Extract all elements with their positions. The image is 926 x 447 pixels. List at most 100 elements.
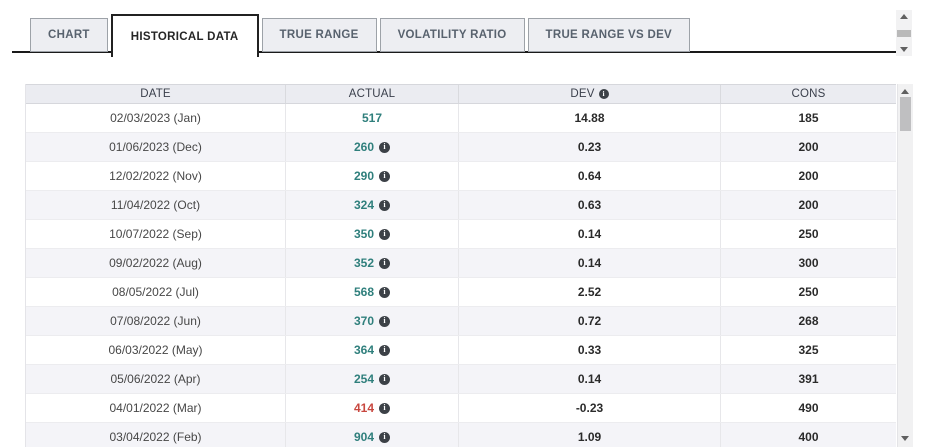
- dev-cell: -0.23: [459, 394, 721, 422]
- date-cell: 11/04/2022 (Oct): [26, 191, 286, 219]
- table-row: 01/06/2023 (Dec) 260 i 0.23 200: [26, 133, 896, 162]
- info-icon[interactable]: i: [379, 199, 391, 211]
- table-row: 11/04/2022 (Oct) 324 i 0.63 200: [26, 191, 896, 220]
- actual-cell: 350 i: [286, 220, 459, 248]
- cons-cell: 391: [798, 372, 819, 386]
- dev-cell: 0.63: [459, 191, 721, 219]
- actual-value: 350: [353, 227, 375, 241]
- actual-cell: 290 i: [286, 162, 459, 190]
- table-row: 12/02/2022 (Nov) 290 i 0.64 200: [26, 162, 896, 191]
- historical-data-table: DATE ACTUAL DEV i CONS 02/03/2023 (Jan) 517 …: [25, 84, 913, 447]
- date-cell: 01/06/2023 (Dec): [26, 133, 286, 161]
- table-scroll-up-icon[interactable]: [901, 89, 909, 94]
- table-row: 03/04/2022 (Feb) 904 i 1.09 400: [26, 423, 896, 447]
- tab-chart[interactable]: CHART: [30, 18, 108, 52]
- actual-cell: 324 i: [286, 191, 459, 219]
- scroll-up-icon[interactable]: [900, 14, 908, 19]
- actual-value: 260: [353, 140, 375, 154]
- table-scrollbar-thumb[interactable]: [900, 97, 911, 131]
- dev-cell: 0.14: [459, 249, 721, 277]
- date-cell: 02/03/2023 (Jan): [26, 104, 286, 132]
- date-cell: 03/04/2022 (Feb): [26, 423, 286, 447]
- table-row: 07/08/2022 (Jun) 370 i 0.72 268: [26, 307, 896, 336]
- info-icon[interactable]: i: [379, 228, 391, 240]
- actual-cell: 517: [286, 104, 459, 132]
- page-scrollbar-thumb[interactable]: [897, 29, 911, 37]
- actual-cell: 568 i: [286, 278, 459, 306]
- actual-cell: 260 i: [286, 133, 459, 161]
- actual-value: 254: [353, 372, 375, 386]
- actual-cell: 254 i: [286, 365, 459, 393]
- info-icon[interactable]: i: [379, 141, 391, 153]
- cons-cell: 200: [798, 140, 819, 154]
- dev-cell: 0.23: [459, 133, 721, 161]
- tab-true-range-vs-dev[interactable]: TRUE RANGE VS DEV: [527, 18, 691, 52]
- info-icon[interactable]: i: [379, 286, 391, 298]
- table-scroll-down-icon[interactable]: [901, 436, 909, 441]
- cons-cell: 300: [798, 256, 819, 270]
- table-row: 04/01/2022 (Mar) 414 i -0.23 490: [26, 394, 896, 423]
- actual-cell: 364 i: [286, 336, 459, 364]
- actual-cell: 414 i: [286, 394, 459, 422]
- cons-cell: 200: [798, 169, 819, 183]
- dev-cell: 0.33: [459, 336, 721, 364]
- page-scrollbar[interactable]: [896, 10, 912, 56]
- date-cell: 09/02/2022 (Aug): [26, 249, 286, 277]
- tab-volatility-ratio[interactable]: VOLATILITY RATIO: [379, 18, 525, 52]
- column-header-label: DEV: [570, 88, 595, 100]
- table-row: 06/03/2022 (May) 364 i 0.33 325: [26, 336, 896, 365]
- table-row: 10/07/2022 (Sep) 350 i 0.14 250: [26, 220, 896, 249]
- dev-cell: 0.64: [459, 162, 721, 190]
- actual-value: 517: [361, 111, 383, 125]
- table-row: 02/03/2023 (Jan) 517 14.88 185: [26, 104, 896, 133]
- table-header-row: DATE ACTUAL DEV i CONS: [26, 84, 896, 104]
- info-icon[interactable]: i: [379, 431, 391, 443]
- info-icon[interactable]: i: [379, 170, 391, 182]
- tab-historical-data[interactable]: HISTORICAL DATA: [110, 14, 259, 57]
- table-body: 02/03/2023 (Jan) 517 14.88 185 01/06/202…: [26, 104, 913, 447]
- actual-value: 352: [353, 256, 375, 270]
- table-row: 09/02/2022 (Aug) 352 i 0.14 300: [26, 249, 896, 278]
- actual-value: 370: [353, 314, 375, 328]
- date-cell: 08/05/2022 (Jul): [26, 278, 286, 306]
- date-cell: 04/01/2022 (Mar): [26, 394, 286, 422]
- column-header: ACTUAL: [286, 85, 459, 103]
- tab-true-range[interactable]: TRUE RANGE: [261, 18, 377, 52]
- date-cell: 10/07/2022 (Sep): [26, 220, 286, 248]
- tab-list: CHART HISTORICAL DATA TRUE RANGE VOLATILITY…: [30, 0, 693, 57]
- scroll-down-icon[interactable]: [900, 47, 908, 52]
- date-cell: 05/06/2022 (Apr): [26, 365, 286, 393]
- dev-cell: 14.88: [459, 104, 721, 132]
- cons-cell: 268: [798, 314, 819, 328]
- column-header: DATE: [26, 85, 286, 103]
- column-header: CONS: [721, 85, 896, 103]
- table-row: 05/06/2022 (Apr) 254 i 0.14 391: [26, 365, 896, 394]
- dev-cell: 0.72: [459, 307, 721, 335]
- dev-cell: 0.14: [459, 220, 721, 248]
- info-icon[interactable]: i: [379, 344, 391, 356]
- column-header: DEV i: [459, 85, 721, 103]
- date-cell: 06/03/2022 (May): [26, 336, 286, 364]
- cons-cell: 490: [798, 401, 819, 415]
- table-scrollbar[interactable]: [897, 84, 913, 447]
- date-cell: 12/02/2022 (Nov): [26, 162, 286, 190]
- cons-cell: 325: [798, 343, 819, 357]
- tab-underline: [12, 51, 896, 53]
- actual-value: 904: [353, 430, 375, 444]
- info-icon[interactable]: i: [379, 257, 391, 269]
- actual-value: 324: [353, 198, 375, 212]
- info-icon[interactable]: i: [379, 373, 391, 385]
- actual-value: 568: [353, 285, 375, 299]
- tab-bar: CHART HISTORICAL DATA TRUE RANGE VOLATILITY…: [12, 0, 896, 57]
- info-icon[interactable]: i: [379, 402, 391, 414]
- actual-value: 414: [353, 401, 375, 415]
- column-header-label: ACTUAL: [348, 88, 396, 100]
- info-icon[interactable]: i: [379, 315, 391, 327]
- info-icon[interactable]: i: [598, 89, 609, 99]
- actual-cell: 352 i: [286, 249, 459, 277]
- cons-cell: 250: [798, 227, 819, 241]
- actual-value: 364: [353, 343, 375, 357]
- actual-cell: 370 i: [286, 307, 459, 335]
- cons-cell: 250: [798, 285, 819, 299]
- cons-cell: 400: [798, 430, 819, 444]
